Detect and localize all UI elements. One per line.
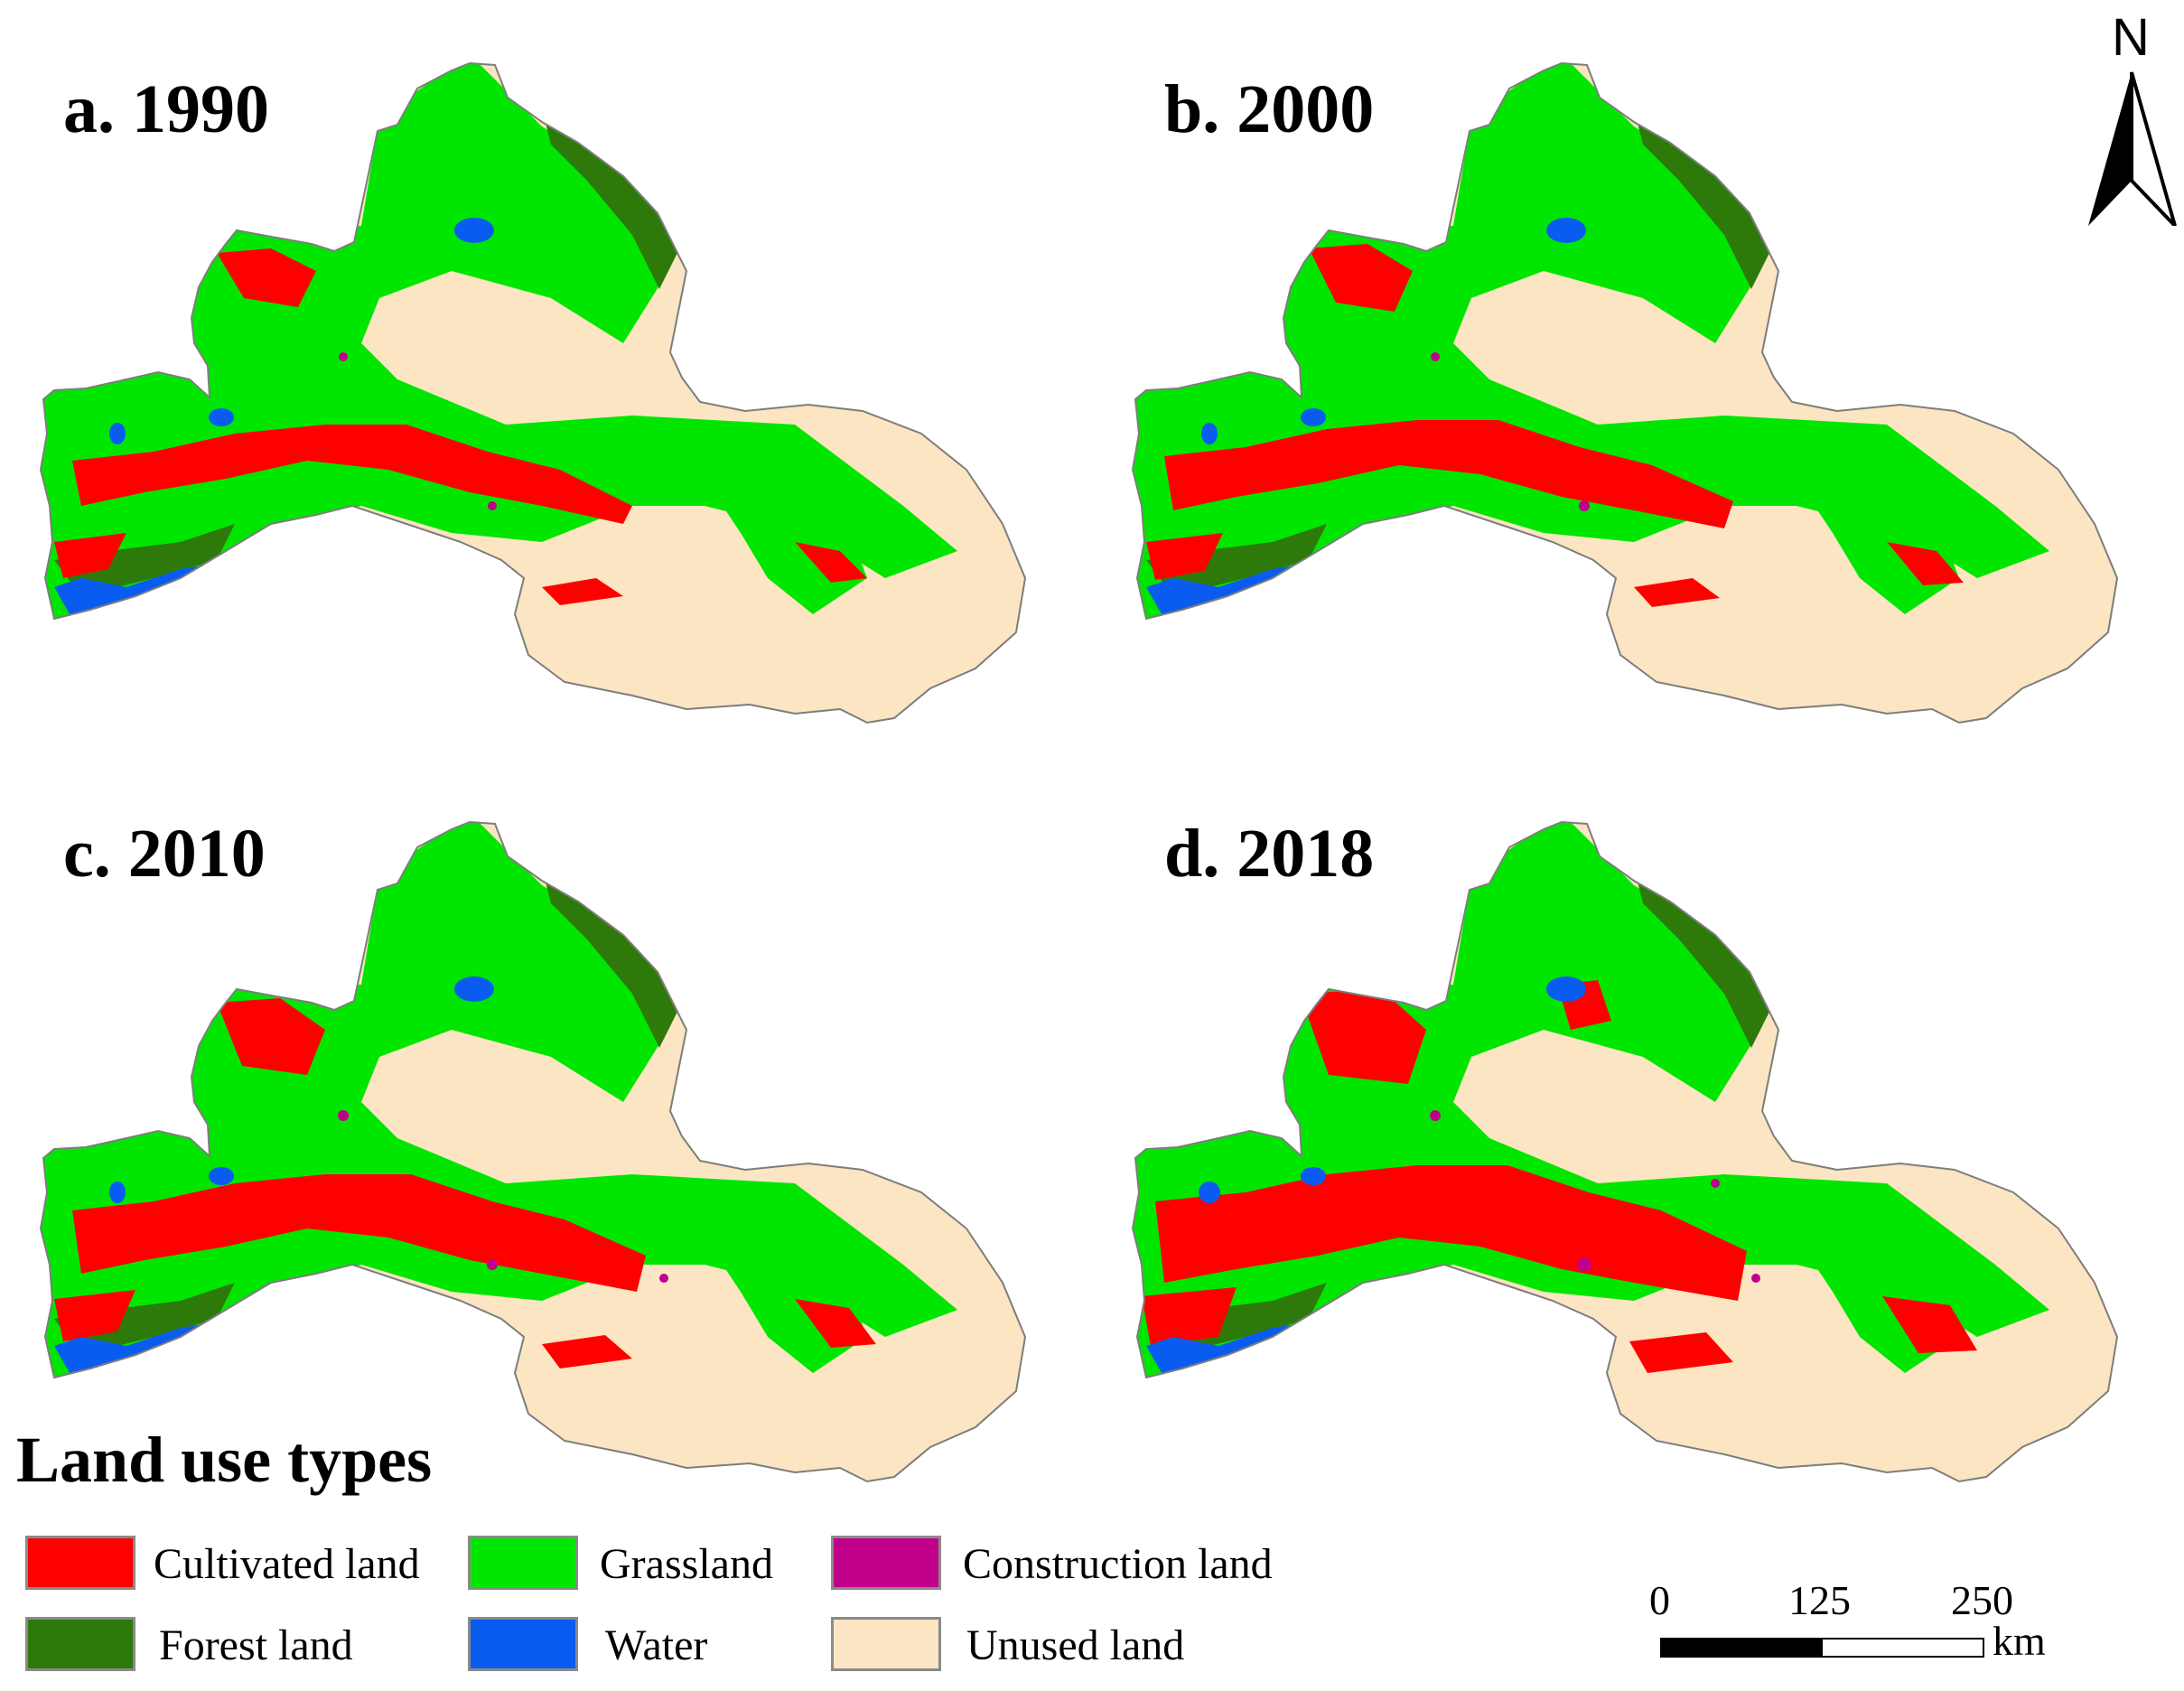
construction-land-area: [338, 1110, 349, 1121]
cultivated-land-area: [1155, 1165, 1747, 1301]
legend-label: Forest land: [159, 1621, 353, 1669]
scale-bar-white-segment: [1821, 1638, 1984, 1658]
legend-swatch-unused: [831, 1617, 941, 1671]
land-use-map: [1132, 821, 2118, 1482]
construction-land-area: [1577, 1257, 1591, 1272]
cultivated-land-area: [72, 425, 632, 524]
water-body: [1199, 1182, 1220, 1203]
construction-land-area: [488, 501, 497, 510]
cultivated-land-area: [1309, 244, 1413, 312]
map-panel-2000: b. 2000: [1092, 0, 2184, 759]
legend-swatch-construction: [831, 1536, 941, 1590]
construction-land-area: [659, 1274, 668, 1283]
north-arrow-left-half: [2088, 72, 2132, 226]
cultivated-land-area: [795, 542, 867, 583]
legend-label: Unused land: [966, 1621, 1185, 1669]
scale-tick-250: 250: [1951, 1577, 2013, 1623]
panel-title: b. 2000: [1164, 71, 1375, 147]
water-body: [1301, 1167, 1326, 1185]
cultivated-land-area: [1146, 533, 1223, 580]
water-body: [1546, 976, 1586, 1002]
forest-land-area: [542, 108, 677, 289]
legend-label: Water: [605, 1621, 708, 1669]
construction-land-area: [487, 1259, 498, 1270]
scale-bar-black-segment: [1660, 1638, 1823, 1658]
panel-title: d. 2018: [1164, 816, 1375, 892]
water-body: [109, 1182, 126, 1203]
panel-title: a. 1990: [63, 71, 269, 147]
map-panel-2010: c. 2010: [0, 759, 1092, 1518]
land-use-map: [1132, 62, 2118, 724]
forest-land-area: [1634, 108, 1769, 289]
construction-land-area: [1579, 500, 1590, 511]
map-panel-2018: d. 2018: [1092, 759, 2184, 1518]
legend-label: Grassland: [600, 1540, 773, 1588]
cultivated-land-area: [1887, 542, 1964, 585]
legend-swatch-forest: [25, 1617, 135, 1671]
land-use-map: [40, 62, 1026, 724]
cultivated-land-area: [1634, 578, 1720, 607]
cultivated-land-area: [1629, 1332, 1733, 1373]
water-body: [209, 1167, 234, 1185]
forest-land-area: [1634, 867, 1769, 1048]
cultivated-land-area: [795, 1299, 876, 1348]
cultivated-land-area: [217, 998, 325, 1075]
cultivated-land-area: [542, 1335, 632, 1369]
scale-tick-0: 0: [1649, 1577, 1670, 1623]
panel-title: c. 2010: [63, 816, 266, 892]
cultivated-land-area: [1142, 1287, 1237, 1346]
water-body: [109, 423, 126, 444]
legend-title: Land use types: [16, 1424, 433, 1496]
forest-land-area: [54, 524, 235, 596]
cultivated-land-area: [1164, 420, 1733, 528]
construction-land-area: [1430, 1110, 1441, 1121]
legend-label: Construction land: [963, 1540, 1273, 1588]
water-body: [209, 408, 234, 426]
scale-unit: km: [1993, 1618, 2046, 1664]
north-arrow-icon: [2088, 71, 2177, 226]
water-body: [1546, 218, 1586, 243]
water-body: [1301, 408, 1326, 426]
water-body: [454, 218, 494, 243]
north-arrow-right-half: [2130, 71, 2177, 226]
construction-land-area: [1431, 352, 1440, 361]
grassland-area: [705, 470, 867, 614]
forest-land-area: [542, 867, 677, 1048]
cultivated-land-area: [1300, 989, 1426, 1084]
cultivated-land-area: [54, 533, 126, 578]
forest-land-area: [54, 1283, 235, 1355]
legend-swatch-grassland: [468, 1536, 578, 1590]
cultivated-land-area: [54, 1290, 135, 1341]
cultivated-land-area: [217, 248, 316, 307]
construction-land-area: [339, 352, 348, 361]
north-label: N: [2112, 8, 2150, 67]
legend-swatch-cultivated: [25, 1536, 135, 1590]
forest-land-area: [1146, 524, 1327, 596]
water-body: [454, 976, 494, 1002]
cultivated-land-area: [1882, 1296, 1977, 1353]
cultivated-land-area: [72, 1174, 646, 1292]
land-use-map: [40, 821, 1026, 1482]
scale-tick-125: 125: [1788, 1577, 1851, 1623]
legend-label: Cultivated land: [154, 1540, 420, 1588]
scale-bar: [1660, 1638, 1984, 1658]
legend-swatch-water: [468, 1617, 578, 1671]
construction-land-area: [1751, 1274, 1760, 1283]
water-body: [1201, 423, 1218, 444]
map-panel-1990: a. 1990: [0, 0, 1092, 759]
construction-land-area: [1711, 1179, 1720, 1188]
cultivated-land-area: [542, 578, 623, 605]
